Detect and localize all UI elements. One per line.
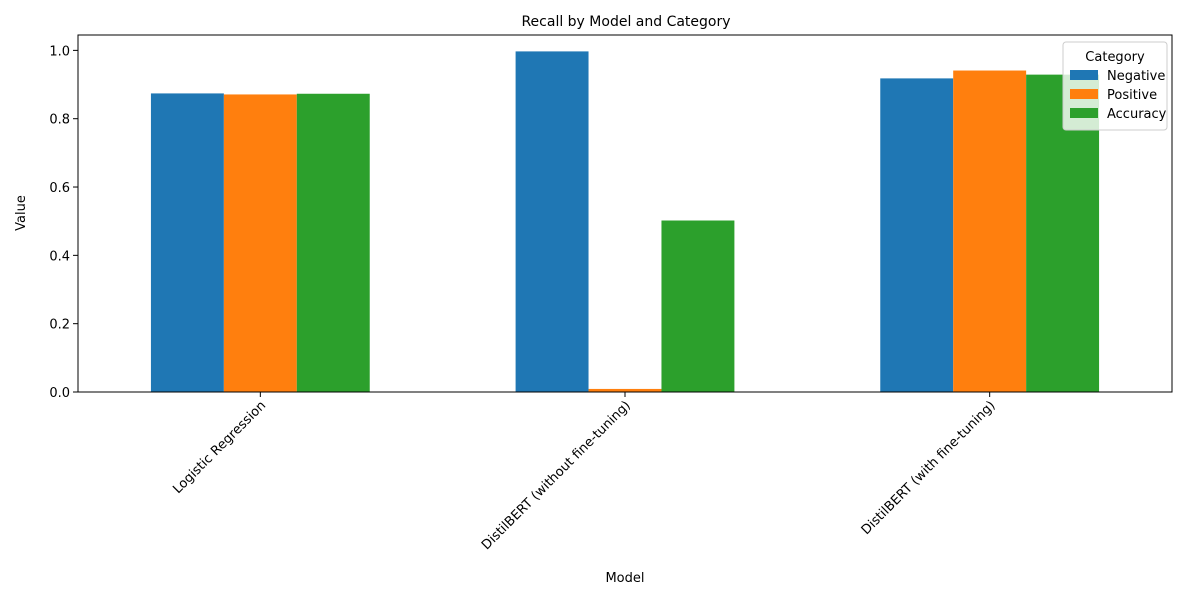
y-axis-label: Value [14,195,29,231]
bar-positive-1 [588,388,662,392]
legend-swatch-positive [1070,89,1098,99]
bar-negative-1 [515,51,589,393]
y-tick-label: 0.2 [49,318,70,333]
bar-group [150,51,1100,393]
y-tick-label: 0.4 [49,249,70,264]
legend-swatch-negative [1070,70,1098,80]
plot-frame [77,34,1173,393]
x-tick-label: DistilBERT (with fine-tuning) [859,398,999,538]
y-axis: 0.0 0.2 0.4 0.6 0.8 1.0 [49,44,78,401]
y-tick-label: 0.0 [49,386,70,401]
x-axis-label: Model [605,571,644,586]
y-tick-label: 1.0 [49,44,70,59]
y-tick-label: 0.8 [49,113,70,128]
bar-accuracy-1 [661,220,735,392]
bar-positive-2 [953,70,1027,393]
legend-label-accuracy: Accuracy [1107,107,1167,122]
chart-title: Recall by Model and Category [521,14,730,30]
legend-label-negative: Negative [1107,69,1165,84]
legend-label-positive: Positive [1107,88,1157,103]
x-axis: Logistic Regression DistilBERT (without f… [170,392,998,553]
legend: Category Negative Positive Accuracy [1062,41,1168,131]
bar-negative-0 [150,93,224,392]
x-tick-label: Logistic Regression [170,398,269,497]
legend-swatch-accuracy [1070,108,1098,118]
legend-title: Category [1085,50,1145,65]
bar-positive-0 [223,94,297,393]
bar-accuracy-0 [296,93,370,392]
bar-negative-2 [880,78,954,393]
y-tick-label: 0.6 [49,181,70,196]
x-tick-label: DistilBERT (without fine-tuning) [479,398,634,553]
